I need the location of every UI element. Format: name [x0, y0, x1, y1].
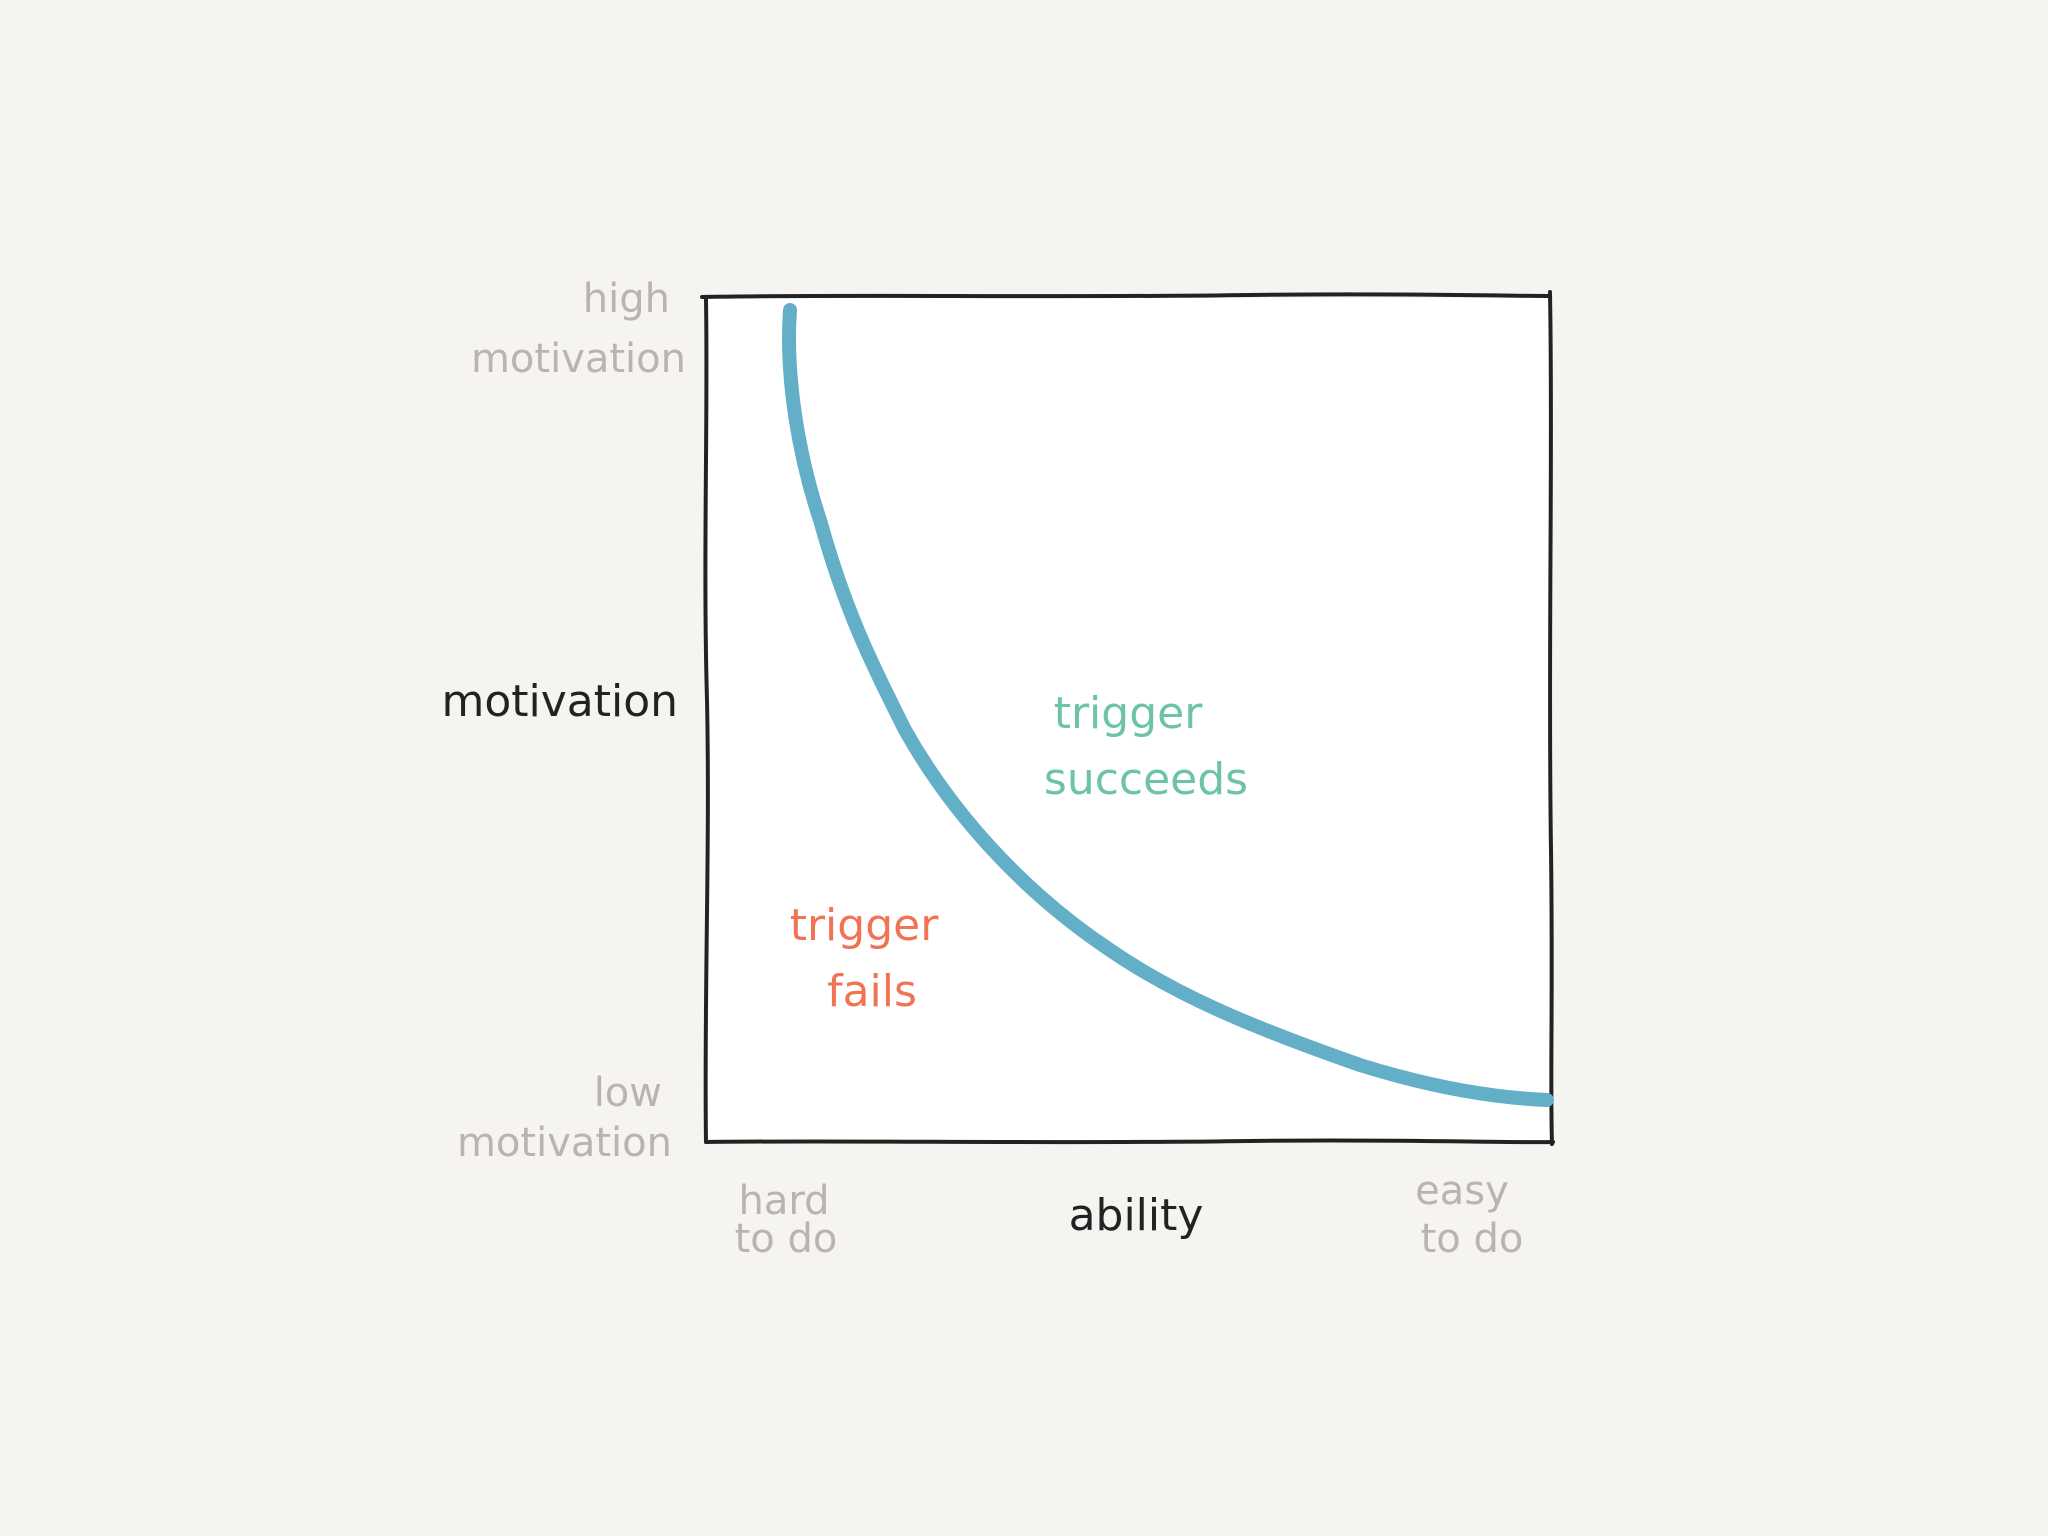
frame-left-axis: [703, 298, 710, 1144]
frame-top: [700, 292, 1552, 299]
x-axis-title: ability: [1069, 1190, 1204, 1241]
region-succeeds-line2: succeeds: [1044, 754, 1248, 805]
x-high-label-line1: easy: [1415, 1168, 1509, 1214]
region-fails-line1: trigger: [790, 900, 939, 951]
frame-bottom-axis: [704, 1138, 1555, 1145]
y-high-label-line1: high: [583, 276, 670, 322]
plot-area: [705, 298, 1553, 1143]
y-axis-title: motivation: [441, 676, 678, 727]
region-succeeds-line1: trigger: [1054, 688, 1203, 739]
x-low-label-line2: to do: [735, 1216, 838, 1262]
y-low-label-line2: motivation: [457, 1120, 672, 1166]
frame-right: [1548, 290, 1554, 1146]
action-line-curve: [782, 303, 1554, 1107]
region-fails-line2: fails: [827, 966, 917, 1017]
x-low-label-line1: hard: [739, 1178, 830, 1224]
y-low-label-line1: low: [594, 1070, 662, 1116]
x-high-label-line2: to do: [1421, 1216, 1524, 1262]
y-high-label-line2: motivation: [471, 336, 686, 382]
